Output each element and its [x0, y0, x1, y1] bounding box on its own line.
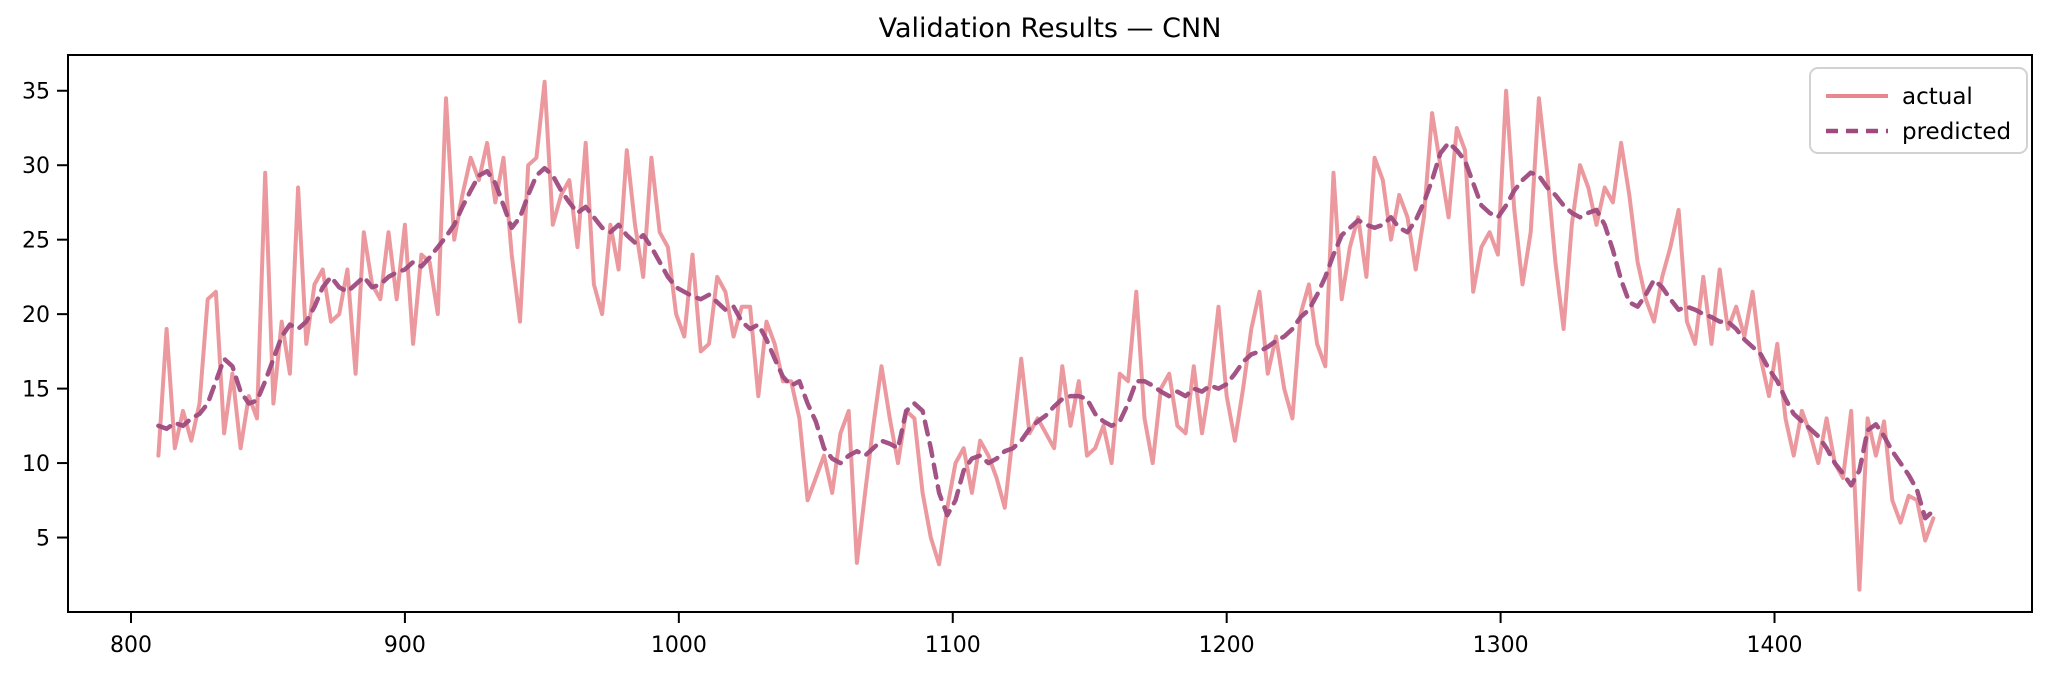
y-axis-ticks: 5 10 15 20 25 30 35 [22, 80, 68, 552]
x-tick-label: 1100 [925, 633, 981, 658]
y-tick-label: 30 [22, 154, 50, 179]
y-tick-label: 15 [22, 378, 50, 403]
plot-border [67, 54, 2033, 613]
predicted-legend-label: predicted [1902, 119, 2011, 145]
x-tick-label: 800 [110, 633, 152, 658]
y-tick-label: 35 [22, 80, 50, 105]
x-tick-label: 1400 [1747, 633, 1803, 658]
x-tick-label: 1000 [651, 633, 707, 658]
legend: actual predicted [1809, 67, 2028, 154]
x-tick-label: 1300 [1473, 633, 1529, 658]
predicted-line [156, 140, 1936, 521]
x-axis-ticks: 800 900 1000 1100 1200 1300 1400 [110, 612, 1803, 658]
y-tick-label: 20 [22, 303, 50, 328]
x-tick-label: 1200 [1199, 633, 1255, 658]
y-tick-label: 5 [36, 527, 50, 552]
actual-legend-label: actual [1902, 84, 1973, 110]
chart-title: Validation Results — CNN [879, 13, 1222, 44]
x-tick-label: 900 [384, 633, 426, 658]
y-tick-label: 10 [22, 452, 50, 477]
y-tick-label: 25 [22, 229, 50, 254]
legend-box [1809, 67, 2028, 154]
actual-line [156, 79, 1936, 592]
